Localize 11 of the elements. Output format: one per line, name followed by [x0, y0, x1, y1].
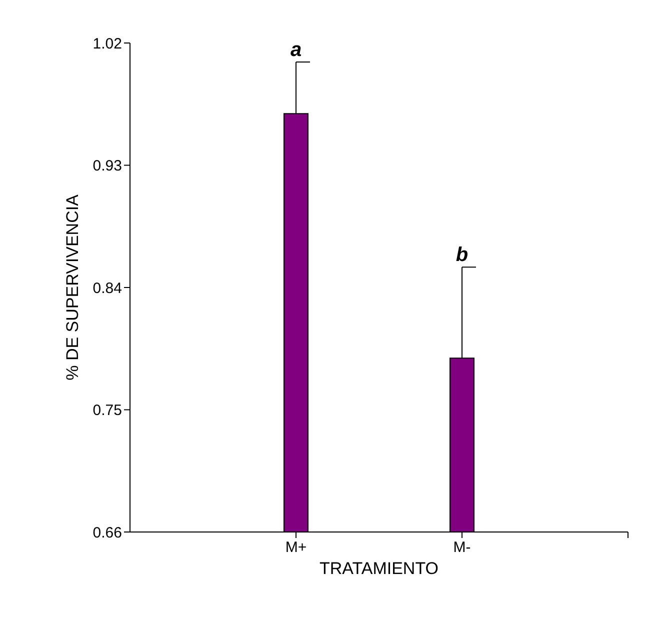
y-tick-label: 0.93 [92, 158, 122, 174]
x-tick-label: M- [453, 539, 471, 556]
y-tick-label: 0.84 [92, 280, 122, 297]
x-axis-title: TRATAMIENTO [320, 559, 438, 578]
annotation: b [456, 244, 468, 266]
y-tick-label: 0.66 [92, 524, 122, 542]
x-tick-label: M+ [285, 539, 307, 556]
y-tick-label: 0.75 [92, 402, 122, 419]
y-tick-label: 1.02 [92, 35, 122, 52]
annotation: a [290, 39, 302, 62]
y-axis-title: % DE SUPERVIVENCIA [63, 194, 82, 380]
